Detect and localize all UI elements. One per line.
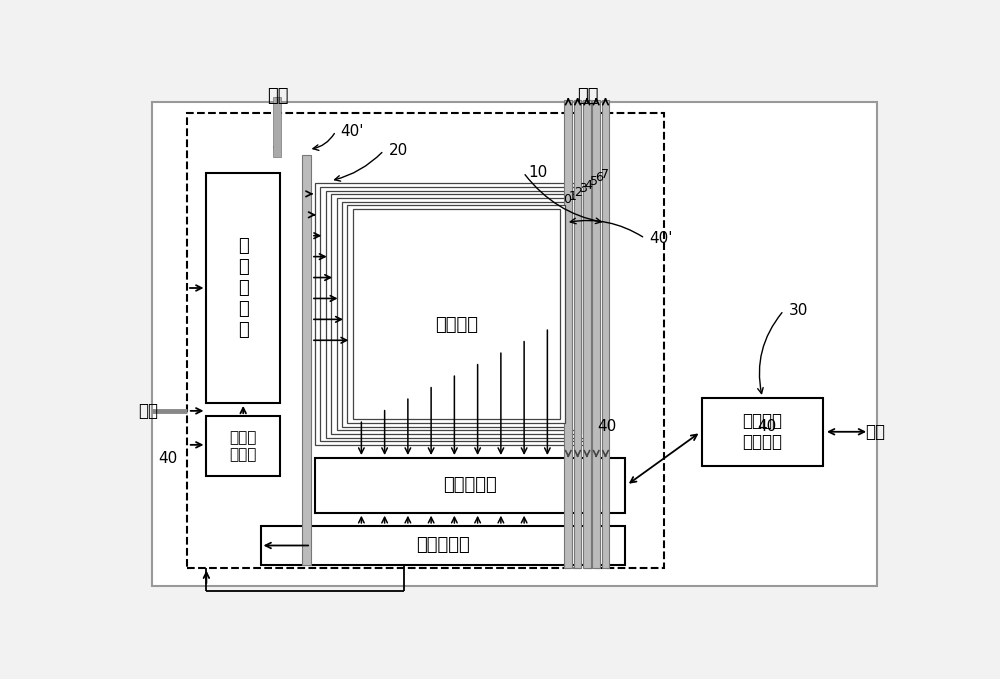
- Text: 数据: 数据: [577, 87, 598, 105]
- Bar: [353, 209, 560, 419]
- Text: 2: 2: [574, 186, 582, 199]
- Text: 7: 7: [601, 168, 609, 181]
- Text: 位选择逻辑: 位选择逻辑: [443, 477, 497, 494]
- Text: 40': 40': [650, 231, 673, 246]
- Text: 20: 20: [388, 143, 408, 158]
- Bar: [347, 205, 565, 423]
- Text: 40: 40: [158, 452, 177, 466]
- Text: 30: 30: [788, 303, 808, 318]
- Bar: [702, 398, 822, 466]
- Text: 5: 5: [590, 175, 598, 188]
- Text: 4: 4: [585, 179, 592, 191]
- Bar: [320, 187, 592, 441]
- Bar: [583, 100, 591, 568]
- Bar: [206, 416, 280, 476]
- Text: 3: 3: [579, 183, 587, 196]
- Text: 列地址锁存: 列地址锁存: [416, 536, 470, 555]
- Bar: [315, 458, 625, 513]
- Text: 40: 40: [597, 419, 617, 434]
- Text: 接口转换
逻辑电路: 接口转换 逻辑电路: [742, 412, 782, 451]
- Text: 40: 40: [757, 419, 776, 434]
- Bar: [331, 194, 581, 434]
- Text: 存储阵列: 存储阵列: [435, 316, 478, 333]
- Text: 数据: 数据: [865, 423, 885, 441]
- Text: 6: 6: [595, 172, 603, 185]
- Bar: [326, 191, 587, 437]
- Text: 地址: 地址: [267, 87, 288, 105]
- Bar: [592, 100, 600, 568]
- Bar: [574, 100, 581, 568]
- Bar: [187, 113, 664, 568]
- Text: 地址: 地址: [138, 402, 158, 420]
- Bar: [602, 100, 609, 568]
- Bar: [302, 155, 311, 565]
- Bar: [342, 202, 571, 426]
- Text: 0: 0: [563, 194, 571, 206]
- Text: 40': 40': [340, 124, 364, 139]
- Bar: [261, 526, 625, 565]
- Bar: [206, 173, 280, 403]
- Text: 存储阵
列控制: 存储阵 列控制: [230, 430, 257, 462]
- Bar: [315, 183, 598, 445]
- Bar: [337, 198, 576, 430]
- Text: 1: 1: [568, 189, 576, 203]
- Text: 行
地
址
锁
存: 行 地 址 锁 存: [238, 238, 249, 339]
- Bar: [564, 100, 572, 568]
- Text: 10: 10: [528, 165, 547, 180]
- Bar: [273, 97, 281, 158]
